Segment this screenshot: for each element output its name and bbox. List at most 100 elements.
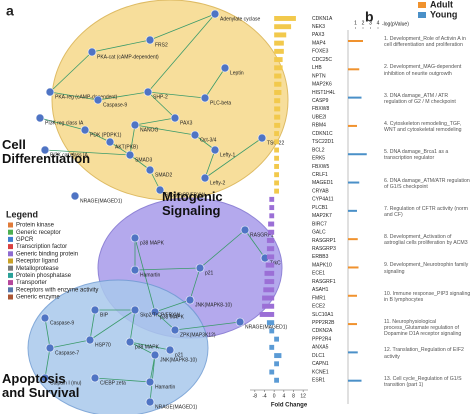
- bar: [274, 57, 283, 63]
- node-label: NANOG: [140, 127, 158, 133]
- node-icon: [165, 345, 175, 355]
- legend-icon: [8, 287, 13, 293]
- x-axis-label: Fold Change: [271, 403, 308, 409]
- bar: [262, 303, 275, 309]
- bar: [262, 295, 275, 301]
- panel-label: a: [6, 3, 14, 19]
- edge: [147, 91, 206, 99]
- node-label: p38 MAPK: [160, 314, 185, 320]
- node-icon: [35, 113, 45, 123]
- category-label: PLCB1: [312, 205, 328, 211]
- bar: [274, 40, 284, 46]
- edge: [94, 377, 151, 383]
- edge: [129, 341, 156, 356]
- bar: [269, 328, 275, 334]
- legend-item: Transporter: [16, 280, 47, 286]
- node-label: ZPK(MAP3K12): [180, 332, 216, 338]
- edge: [147, 91, 176, 119]
- node-label: Lefty-1: [220, 152, 236, 158]
- category-label: FBXW5: [312, 164, 329, 170]
- edge: [204, 149, 216, 179]
- node-icon: [200, 93, 210, 103]
- node-label: PLC-beta: [210, 100, 231, 106]
- bar: [274, 48, 284, 54]
- bar: [348, 294, 357, 297]
- bar: [263, 287, 275, 293]
- edge: [154, 311, 176, 331]
- edge: [44, 149, 131, 156]
- pathway-label: 9. Development_Neurotrophin family signa…: [384, 262, 469, 275]
- edge: [89, 309, 136, 341]
- bar: [348, 238, 358, 241]
- node-icon: [210, 9, 220, 19]
- node-label: PKA-cat (cAMP-dependent): [97, 54, 159, 60]
- node-label: Calpain I (mu): [50, 380, 82, 386]
- pathway-label: 12. Translation_Regulation of EIF2 activ…: [384, 347, 464, 360]
- category-label: BCL2: [312, 147, 325, 153]
- legend-title: Legend: [6, 209, 38, 219]
- cluster-label: Cell Differentiation: [2, 137, 91, 166]
- panel-label: b: [365, 9, 374, 25]
- category-label: FBXW8: [312, 106, 329, 112]
- edge: [147, 13, 216, 93]
- x-tick-label: 3: [369, 20, 372, 26]
- edge: [84, 129, 111, 143]
- pathway-label: 2. Development_MAG-dependent inhibition …: [384, 64, 462, 77]
- category-label: ECE2: [312, 304, 325, 310]
- edge: [97, 91, 149, 101]
- node-icon: [190, 130, 200, 140]
- node-label: Skp2/TrCP/FBXW: [165, 192, 205, 198]
- category-label: FMR1: [312, 295, 326, 301]
- node-icon: [150, 350, 160, 360]
- node-icon: [150, 307, 160, 317]
- node-label: PI3K reg class IA: [45, 120, 84, 126]
- category-label: TSC22D1: [312, 139, 334, 145]
- category-label: CDC25C: [312, 57, 332, 63]
- bar: [274, 114, 281, 120]
- category-label: CRYAB: [312, 188, 329, 194]
- edge: [134, 267, 201, 271]
- node-icon: [70, 191, 80, 201]
- node-icon: [170, 113, 180, 123]
- node-label: Hamartin: [155, 384, 176, 390]
- bar: [348, 351, 358, 354]
- edge: [129, 341, 171, 351]
- category-label: MAGED1: [312, 180, 333, 186]
- edge: [199, 229, 246, 269]
- category-label: CRLF1: [312, 172, 328, 178]
- bar: [269, 205, 275, 211]
- x-tick-label: 1: [354, 20, 357, 26]
- node-label: NRAGE(MAGED1): [80, 198, 123, 204]
- category-label: CASP9: [312, 98, 329, 104]
- legend-icon: [8, 229, 13, 235]
- legend-swatch: [418, 12, 426, 18]
- node-icon: [130, 265, 140, 275]
- category-label: DLC1: [312, 353, 325, 359]
- legend-item: GPCR: [16, 237, 34, 243]
- node-label: AKT(PKB): [115, 144, 138, 150]
- node-icon: [220, 63, 230, 73]
- bar: [348, 153, 367, 156]
- x-tick-label: 12: [300, 393, 306, 399]
- x-tick-label: 2: [362, 20, 365, 26]
- node-label: TrkC: [270, 260, 281, 266]
- x-tick-label: 4: [282, 393, 285, 399]
- edge: [154, 299, 191, 313]
- bar: [348, 379, 362, 382]
- legend-item: Generic enzyme: [16, 295, 60, 301]
- node-label: PDK (PDPK1): [90, 132, 122, 138]
- bar: [268, 229, 275, 235]
- category-label: ERBB3: [312, 254, 329, 260]
- x-tick-label: -4: [262, 393, 267, 399]
- node-icon: [87, 47, 97, 57]
- node-icon: [210, 145, 220, 155]
- legend-icon: [8, 222, 13, 228]
- node-icon: [125, 150, 135, 160]
- node-icon: [130, 233, 140, 243]
- bar: [274, 155, 279, 161]
- edge: [49, 51, 93, 93]
- node-label: JNK(MAPK8-10): [160, 357, 197, 363]
- node-icon: [90, 373, 100, 383]
- category-label: LHB: [312, 65, 322, 71]
- category-label: CDKN2A: [312, 328, 333, 334]
